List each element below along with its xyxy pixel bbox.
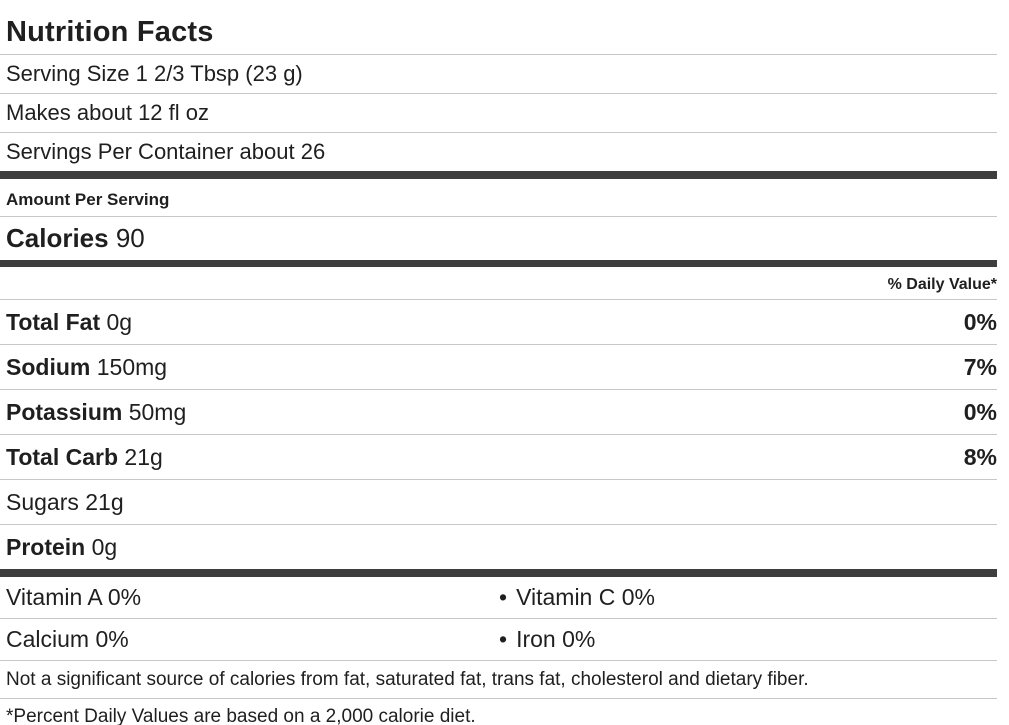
calories-value: 90	[115, 223, 145, 253]
bullet-separator: •	[499, 626, 508, 652]
calcium-cell: Calcium 0%	[6, 626, 129, 652]
nutrient-name-amount: Total Carb 21g	[6, 444, 163, 471]
daily-value-footnote: *Percent Daily Values are based on a 2,0…	[6, 706, 476, 725]
nutrient-row-sodium: Sodium 150mg 7%	[0, 345, 997, 390]
nutrient-name-amount: Sugars 21g	[6, 489, 124, 516]
micronutrient-row-minerals: Calcium 0% • Iron 0%	[0, 619, 997, 661]
makes-row: Makes about 12 fl oz	[0, 94, 997, 133]
nutrient-row-total-carb: Total Carb 21g 8%	[0, 435, 997, 480]
servings-per-container-row: Servings Per Container about 26	[6, 139, 326, 164]
vitamin-c-cell: • Vitamin C 0%	[499, 584, 997, 611]
nutrient-name-amount: Protein 0g	[6, 534, 117, 561]
nutrient-daily-value: 0%	[963, 309, 997, 335]
calories-label: Calories	[6, 223, 109, 253]
nutrition-facts-title: Nutrition Facts	[0, 0, 997, 55]
nutrient-row-total-fat: Total Fat 0g 0%	[0, 300, 997, 345]
thick-separator-bar	[0, 260, 997, 267]
vitamin-c-text: Vitamin C 0%	[516, 584, 655, 610]
nutrient-name: Total Fat	[6, 309, 101, 335]
bullet-separator: •	[499, 584, 508, 610]
iron-cell: • Iron 0%	[499, 626, 997, 653]
nutrient-name-amount: Total Fat 0g	[6, 309, 132, 336]
nutrient-row-protein: Protein 0g	[0, 525, 997, 569]
nutrient-name: Potassium	[6, 399, 123, 425]
serving-size-row: Serving Size 1 2/3 Tbsp (23 g)	[0, 55, 997, 94]
vitamin-a-cell: Vitamin A 0%	[6, 584, 142, 610]
nutrient-daily-value: 7%	[963, 354, 997, 380]
daily-value-header: % Daily Value*	[0, 267, 997, 300]
nutrient-daily-value: 0%	[963, 399, 997, 425]
nutrient-amount: 50mg	[128, 399, 187, 425]
nutrient-name: Sodium	[6, 354, 91, 380]
calories-row: Calories 90	[0, 217, 997, 260]
not-significant-note: Not a significant source of calories fro…	[0, 661, 997, 699]
nutrient-name: Sugars	[6, 489, 79, 515]
thick-separator-bar	[0, 569, 997, 577]
nutrient-amount: 21g	[85, 489, 124, 515]
nutrient-row-sugars: Sugars 21g	[0, 480, 997, 525]
nutrient-amount: 21g	[124, 444, 163, 470]
nutrient-name: Total Carb	[6, 444, 119, 470]
nutrient-amount: 0g	[91, 534, 118, 560]
thick-separator-bar	[0, 171, 997, 179]
nutrient-name: Protein	[6, 534, 86, 560]
nutrient-amount: 150mg	[96, 354, 168, 380]
nutrient-name-amount: Potassium 50mg	[6, 399, 186, 426]
iron-text: Iron 0%	[516, 626, 596, 652]
nutrient-amount: 0g	[106, 309, 133, 335]
nutrient-name-amount: Sodium 150mg	[6, 354, 167, 381]
micronutrient-row-vitamins: Vitamin A 0% • Vitamin C 0%	[0, 577, 997, 619]
amount-per-serving-label: Amount Per Serving	[0, 179, 997, 217]
nutrient-daily-value: 8%	[963, 444, 997, 470]
nutrient-row-potassium: Potassium 50mg 0%	[0, 390, 997, 435]
